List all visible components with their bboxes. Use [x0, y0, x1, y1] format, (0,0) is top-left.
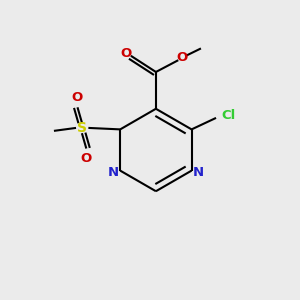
Text: S: S	[77, 121, 87, 135]
Text: Cl: Cl	[221, 109, 235, 122]
Text: O: O	[72, 91, 83, 104]
Text: O: O	[176, 51, 188, 64]
Text: O: O	[81, 152, 92, 165]
Text: O: O	[120, 47, 131, 60]
Text: N: N	[193, 166, 204, 178]
Text: N: N	[108, 166, 119, 178]
